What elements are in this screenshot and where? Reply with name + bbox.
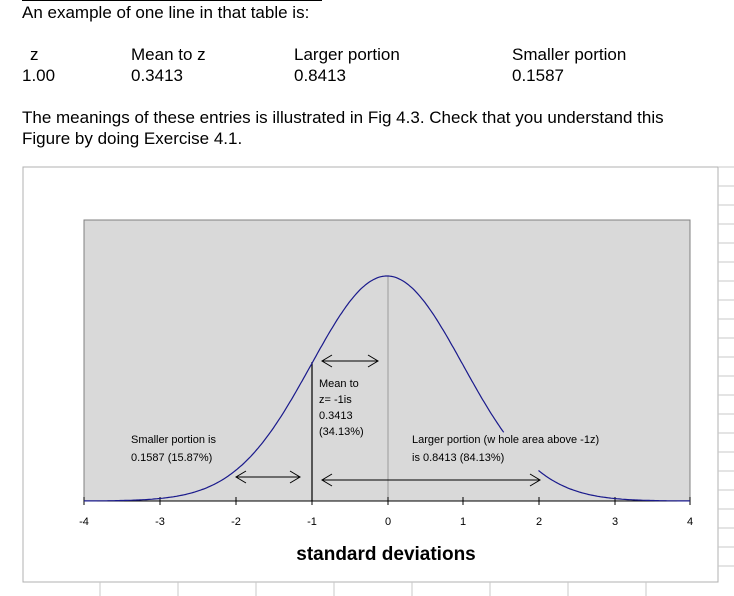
value-smaller-portion: 0.1587 [512, 66, 564, 85]
tick-label-3: 3 [612, 516, 618, 528]
tick-label-neg1: -1 [307, 516, 317, 528]
paragraph-line-1: The meanings of these entries is illustr… [22, 108, 664, 127]
tick-label-4: 4 [687, 516, 693, 528]
header-mean-to-z: Mean to z [131, 45, 206, 64]
mean-to-z-label-line3: 0.3413 [319, 410, 353, 422]
mean-to-z-arrow [321, 354, 379, 368]
paragraph-line-2: Figure by doing Exercise 4.1. [22, 129, 243, 148]
x-axis-title: standard deviations [296, 544, 476, 565]
value-z: 1.00 [22, 66, 56, 85]
tick-label-neg4: -4 [79, 516, 89, 528]
mean-to-z-label-line4: (34.13%) [319, 426, 364, 438]
larger-portion-label-line2: is 0.8413 (84.13%) [412, 452, 504, 464]
smaller-portion-arrow [235, 470, 301, 484]
value-mean-to-z: 0.3413 [131, 66, 183, 85]
mean-to-z-label-line2: z= -1is [319, 394, 352, 406]
larger-portion-label-line1: Larger portion (w hole area above -1z) [412, 434, 599, 446]
header-smaller-portion: Smaller portion [512, 45, 627, 64]
smaller-portion-label-line1: Smaller portion is [131, 434, 216, 446]
sheet-gridlines [99, 166, 734, 596]
header-z: z [30, 45, 39, 64]
tick-label-neg2: -2 [231, 516, 241, 528]
intro-text: An example of one line in that table is: [22, 3, 310, 22]
explanation-paragraph: The meanings of these entries is illustr… [22, 107, 722, 149]
top-rule [22, 0, 322, 1]
tick-label-neg3: -3 [155, 516, 165, 528]
tick-label-0: 0 [385, 516, 391, 528]
mean-to-z-label-line1: Mean to [319, 378, 359, 390]
plot-area [83, 219, 691, 502]
normal-curve-left [84, 275, 505, 502]
tick-label-1: 1 [460, 516, 466, 528]
header-larger-portion: Larger portion [294, 45, 400, 64]
tick-label-2: 2 [536, 516, 542, 528]
larger-portion-arrow [321, 473, 541, 487]
normal-curve-right [538, 470, 690, 502]
smaller-portion-label-line2: 0.1587 (15.87%) [131, 452, 212, 464]
value-larger-portion: 0.8413 [294, 66, 346, 85]
